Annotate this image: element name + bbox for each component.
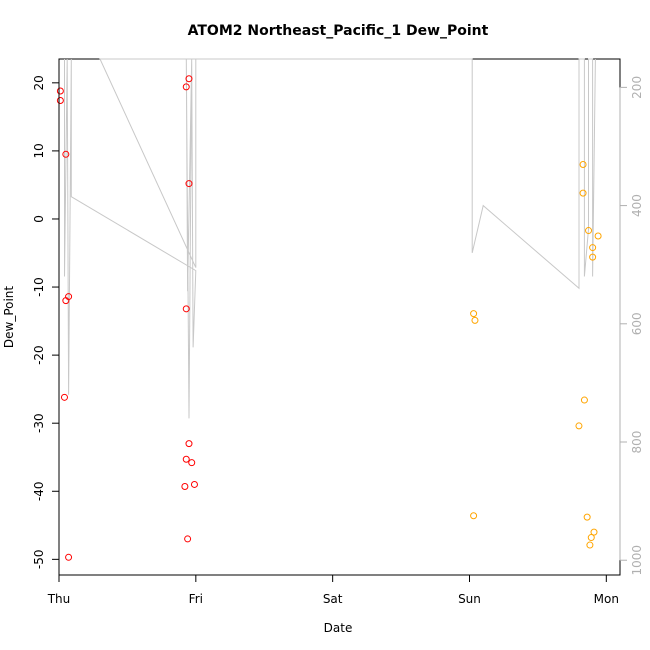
data-point bbox=[185, 75, 193, 83]
data-point bbox=[583, 513, 591, 521]
y2-tick-label: 800 bbox=[630, 431, 644, 454]
y-tick-label: -20 bbox=[32, 345, 46, 365]
plot-area-frame bbox=[58, 58, 621, 576]
data-point bbox=[185, 440, 193, 448]
data-point bbox=[190, 480, 198, 488]
y-axis-label: Dew_Point bbox=[2, 286, 16, 349]
data-point bbox=[589, 244, 597, 252]
data-point bbox=[587, 534, 595, 542]
x-tick-label: Sat bbox=[323, 592, 343, 606]
data-point bbox=[589, 253, 597, 261]
y-tick-label: -30 bbox=[32, 413, 46, 433]
data-point bbox=[182, 455, 190, 463]
data-point bbox=[579, 161, 587, 169]
data-point bbox=[65, 293, 73, 301]
y-tick-label: -50 bbox=[32, 550, 46, 570]
x-tick-label: Mon bbox=[594, 592, 619, 606]
data-point bbox=[585, 227, 593, 235]
data-point bbox=[182, 83, 190, 91]
data-point bbox=[65, 553, 73, 561]
data-points-group bbox=[56, 75, 602, 561]
data-point bbox=[470, 310, 478, 318]
chart-title: ATOM2 Northeast_Pacific_1 Dew_Point bbox=[188, 23, 489, 39]
data-point bbox=[62, 150, 70, 158]
data-point bbox=[188, 459, 196, 467]
data-point bbox=[590, 528, 598, 536]
y2-tick-label: 200 bbox=[630, 76, 644, 99]
secondary-series-line bbox=[64, 58, 596, 419]
secondary-y-axis: 200 400 600 800 1000 bbox=[619, 76, 644, 576]
y-tick-label: 10 bbox=[32, 143, 46, 158]
x-tick-label: Fri bbox=[189, 592, 203, 606]
x-tick-label: Thu bbox=[47, 592, 71, 606]
secondary-series-line-group bbox=[64, 58, 596, 419]
data-point bbox=[575, 422, 583, 430]
y-tick-label: 20 bbox=[32, 75, 46, 90]
y-tick-label: -10 bbox=[32, 277, 46, 297]
data-point bbox=[60, 393, 68, 401]
data-point bbox=[594, 232, 602, 240]
data-point bbox=[56, 87, 64, 95]
x-tick-label: Sun bbox=[458, 592, 481, 606]
y2-tick-label: 600 bbox=[630, 312, 644, 335]
data-point bbox=[56, 97, 64, 105]
y2-tick-label: 1000 bbox=[630, 545, 644, 576]
data-point bbox=[580, 396, 588, 404]
data-point bbox=[184, 535, 192, 543]
data-point bbox=[586, 541, 594, 549]
y-tick-label: 0 bbox=[32, 215, 46, 223]
x-axis: Thu Fri Sat Sun Mon bbox=[47, 574, 619, 606]
data-point bbox=[579, 189, 587, 197]
y2-tick-label: 400 bbox=[630, 194, 644, 217]
data-point bbox=[471, 316, 479, 324]
data-point bbox=[181, 483, 189, 491]
data-point bbox=[470, 512, 478, 520]
x-axis-label: Date bbox=[324, 621, 353, 635]
y-axis: 20 10 0 -10 -20 -30 -40 -50 bbox=[32, 75, 60, 570]
y-tick-label: -40 bbox=[32, 481, 46, 501]
data-point bbox=[185, 180, 193, 188]
data-point bbox=[182, 305, 190, 313]
